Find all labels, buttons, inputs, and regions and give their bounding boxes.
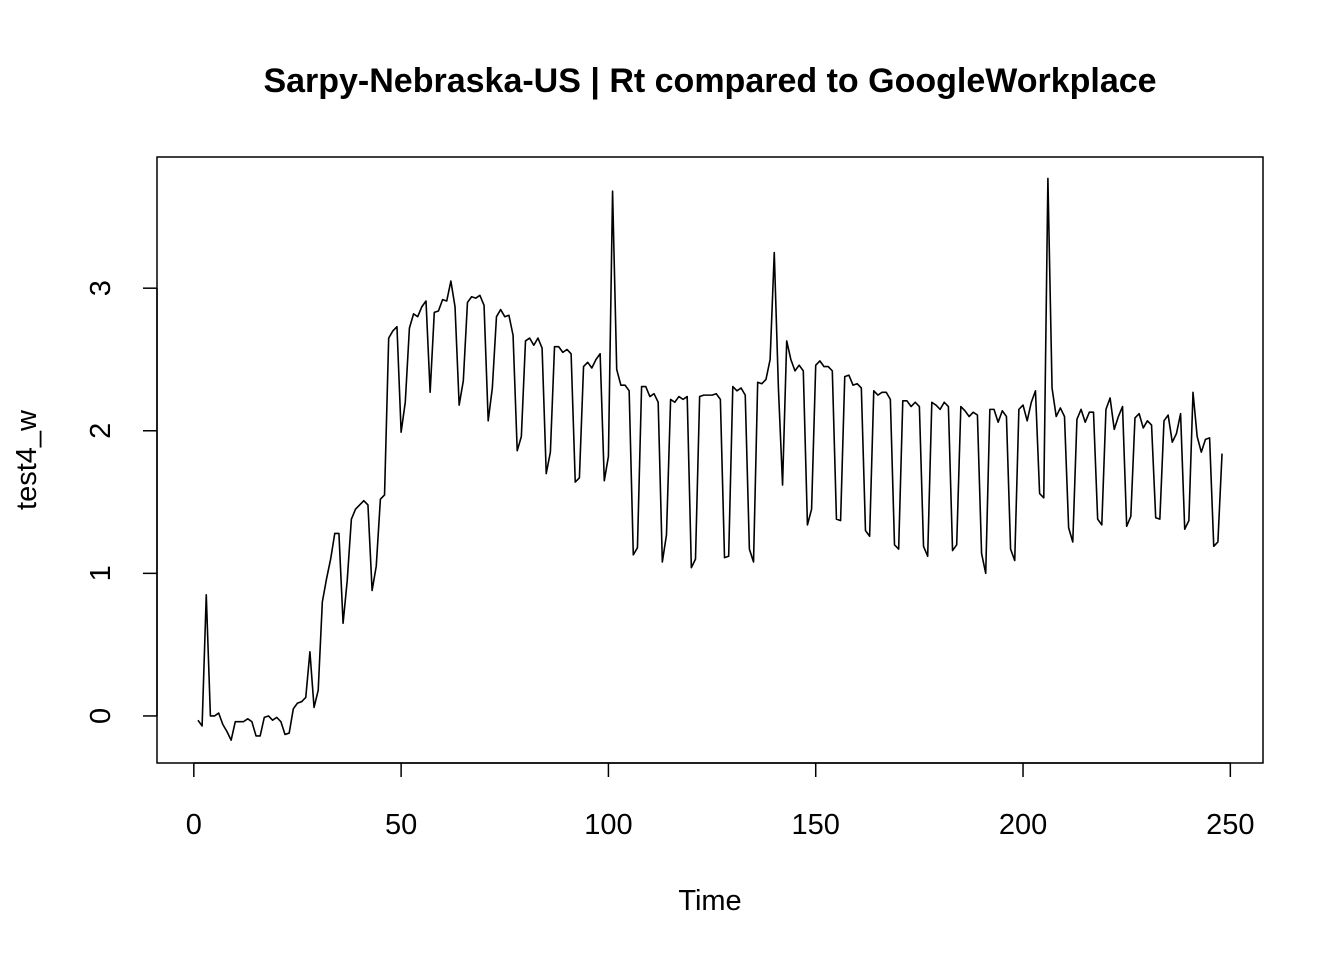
x-tick-label: 100 (584, 809, 632, 841)
x-tick-label: 200 (999, 809, 1047, 841)
x-axis-label: Time (678, 885, 741, 917)
y-tick-label: 0 (85, 708, 117, 724)
x-tick-label: 50 (385, 809, 417, 841)
y-axis-label: test4_w (11, 409, 43, 510)
chart-title: Sarpy-Nebraska-US | Rt compared to Googl… (263, 62, 1156, 100)
x-tick-label: 0 (186, 809, 202, 841)
x-tick-label: 150 (792, 809, 840, 841)
y-tick-label: 1 (85, 565, 117, 581)
y-tick-label: 2 (85, 423, 117, 439)
data-line (197, 177, 1223, 741)
y-tick-label: 3 (85, 280, 117, 296)
x-tick-label: 250 (1206, 809, 1254, 841)
